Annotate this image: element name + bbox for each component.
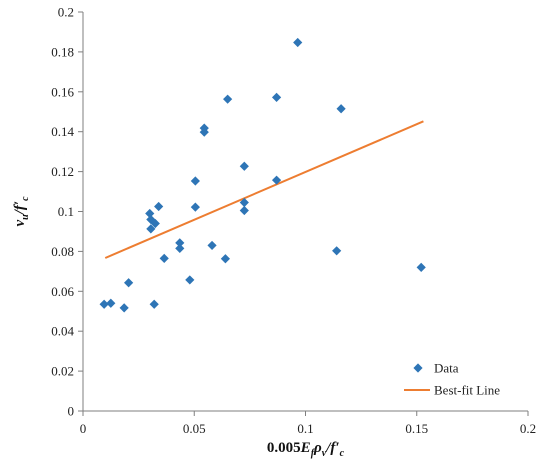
data-point xyxy=(190,202,200,212)
y-tick-label: 0.06 xyxy=(51,284,74,299)
data-point xyxy=(175,243,185,254)
data-point xyxy=(293,37,303,48)
data-point xyxy=(190,176,200,186)
y-tick-label: 0.18 xyxy=(51,44,74,59)
y-tick-label: 0.16 xyxy=(51,84,74,99)
legend-data-marker xyxy=(413,363,423,373)
data-point xyxy=(332,246,342,256)
data-point xyxy=(239,205,249,216)
x-axis-title: 0.005Efρv/f′c xyxy=(267,440,345,459)
data-point xyxy=(145,208,155,219)
y-tick-label: 0.08 xyxy=(51,244,74,259)
data-point xyxy=(207,240,217,251)
data-point xyxy=(149,299,159,309)
y-tick-label: 0.04 xyxy=(51,324,74,339)
data-point xyxy=(223,94,233,104)
data-point xyxy=(239,161,249,171)
y-tick-label: 0.2 xyxy=(58,5,74,20)
data-point xyxy=(159,253,169,263)
data-point xyxy=(119,303,129,313)
legend-data-label: Data xyxy=(434,361,459,376)
tick-labels: 0 0.05 0.1 0.15 0.2 0 0.02 0.04 0.06 0.08 0.1 0.12 0… xyxy=(51,5,536,437)
x-tick-label: 0.1 xyxy=(297,421,313,436)
y-tick-label: 0.1 xyxy=(58,204,74,219)
x-tick-label: 0 xyxy=(80,421,87,436)
data-point xyxy=(185,275,195,285)
y-axis-title: vu/f′c xyxy=(12,196,31,227)
data-point xyxy=(146,224,156,234)
data-point xyxy=(106,298,116,308)
x-tick-label: 0.2 xyxy=(520,421,536,436)
x-tick-label: 0.15 xyxy=(405,421,428,436)
data-point xyxy=(271,92,282,102)
data-point xyxy=(150,218,160,229)
data-point xyxy=(154,201,164,212)
data-point xyxy=(175,238,185,248)
x-tick-label: 0.05 xyxy=(183,421,206,436)
legend-fit-label: Best-fit Line xyxy=(434,383,500,398)
data-point xyxy=(336,104,346,114)
data-points-layer xyxy=(99,37,426,313)
data-point xyxy=(124,278,134,288)
y-tick-label: 0.12 xyxy=(51,164,74,179)
data-point xyxy=(99,299,109,309)
data-point xyxy=(271,175,282,185)
best-fit-line xyxy=(104,120,424,259)
best-fit-line-layer xyxy=(104,120,424,259)
y-tick-label: 0.14 xyxy=(51,124,74,139)
data-point xyxy=(199,127,209,137)
data-point xyxy=(220,254,230,264)
data-point xyxy=(416,262,426,272)
y-tick-label: 0 xyxy=(68,404,75,419)
legend: Data Best-fit Line xyxy=(404,361,500,398)
y-tick-label: 0.02 xyxy=(51,364,74,379)
data-point xyxy=(239,197,249,208)
